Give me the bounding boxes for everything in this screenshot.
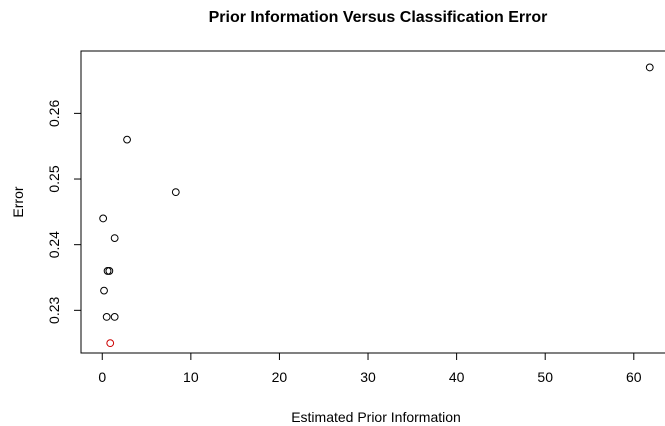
data-points (99, 63, 654, 348)
plot-frame (80, 50, 665, 354)
data-point (171, 188, 180, 197)
x-tick-label: 50 (537, 369, 553, 385)
y-tick-label: 0.23 (46, 296, 62, 323)
data-point (645, 63, 654, 72)
data-point (106, 339, 115, 348)
y-axis: 0.23 0.24 0.25 0.26 (46, 100, 82, 324)
x-tick-label: 40 (449, 369, 465, 385)
y-tick-label: 0.25 (46, 165, 62, 192)
x-tick-label: 0 (98, 369, 106, 385)
data-point (100, 286, 108, 295)
data-point (123, 135, 131, 144)
chart-title: Prior Information Versus Classification … (209, 9, 548, 26)
data-point (102, 312, 111, 321)
x-tick-label: 60 (626, 369, 642, 385)
data-point (99, 214, 108, 223)
data-point (110, 234, 119, 243)
data-point (110, 312, 119, 321)
y-tick-label: 0.26 (46, 100, 62, 127)
x-axis-label: Estimated Prior Information (291, 409, 461, 425)
x-tick-label: 10 (183, 369, 199, 385)
x-axis: 0 10 20 30 40 50 60 (98, 352, 642, 385)
data-point (105, 267, 114, 275)
x-tick-label: 20 (272, 369, 288, 385)
y-tick-label: 0.24 (46, 231, 62, 258)
y-axis-label: Error (10, 186, 26, 217)
x-tick-label: 30 (360, 369, 376, 385)
